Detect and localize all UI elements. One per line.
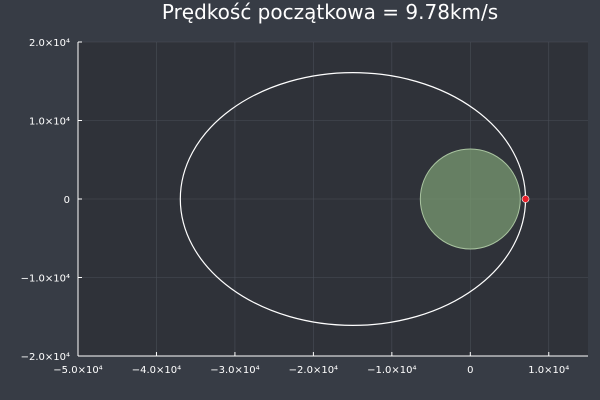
y-tick-label: −1.0×10⁴ bbox=[21, 274, 70, 285]
x-tick-label: −1.0×10⁴ bbox=[367, 365, 416, 376]
y-tick-label: −2.0×10⁴ bbox=[21, 352, 70, 363]
y-tick-label: 0 bbox=[64, 195, 70, 206]
chart-title: Prędkość początkowa = 9.78km/s bbox=[162, 0, 498, 24]
x-tick-label: 0 bbox=[467, 365, 473, 376]
x-tick-label: 1.0×10⁴ bbox=[528, 365, 569, 376]
x-tick-label: −4.0×10⁴ bbox=[132, 365, 181, 376]
x-tick-label: −5.0×10⁴ bbox=[53, 365, 102, 376]
y-tick-label: 2.0×10⁴ bbox=[29, 38, 70, 49]
x-tick-label: −2.0×10⁴ bbox=[289, 365, 338, 376]
y-tick-labels: 2.0×10⁴ 1.0×10⁴ 0 −1.0×10⁴ −2.0×10⁴ bbox=[21, 38, 70, 363]
y-tick-label: 1.0×10⁴ bbox=[29, 117, 70, 128]
axes bbox=[77, 41, 588, 357]
start-point-marker bbox=[521, 195, 530, 203]
x-tick-labels: −5.0×10⁴ −4.0×10⁴ −3.0×10⁴ −2.0×10⁴ −1.0×10⁴… bbox=[53, 365, 569, 376]
x-tick-label: −3.0×10⁴ bbox=[210, 365, 259, 376]
planet-disc bbox=[419, 148, 521, 250]
